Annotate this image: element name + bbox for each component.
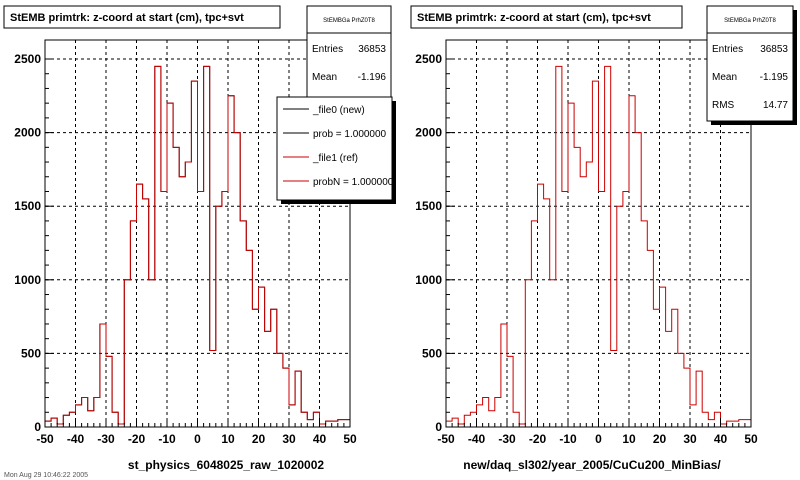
left-x-tick-label: -30	[97, 432, 115, 446]
right-x-tick-label: 30	[683, 432, 697, 446]
footer-timestamp: Mon Aug 29 10:46:22 2005	[4, 472, 88, 479]
right-stats-name: StEMBGa PrhZ0T8	[724, 18, 776, 24]
right-series-0-step-line	[445, 65, 752, 427]
right-stats-box: StEMBGa PrhZ0T8 Entries 36853 Mean -1.19…	[706, 5, 797, 125]
right-x-tick-label: 50	[744, 432, 758, 446]
left-stats-name: StEMBGa PrhZ0T8	[323, 18, 375, 24]
left-y-tick-label: 1000	[14, 273, 41, 287]
left-y-tick-label: 2500	[14, 52, 41, 66]
right-stats-mean-value: -1.195	[760, 72, 789, 83]
left-stats-mean-value: -1.196	[358, 72, 387, 83]
right-y-tick-label: 500	[422, 346, 442, 360]
right-x-tick-label: 20	[653, 432, 667, 446]
left-axes: -50 -40 -30 -20 -10 0 10 20 30 40 5005001000150020…	[14, 52, 357, 446]
left-title: StEMB primtrk: z-coord at start (cm), tp…	[10, 12, 244, 24]
left-x-axis-title: st_physics_6048025_raw_1020002	[128, 458, 324, 472]
left-y-tick-label: 2000	[14, 126, 41, 140]
right-x-tick-label: 40	[714, 432, 728, 446]
left-x-tick-label: 40	[313, 432, 327, 446]
left-x-tick-label: 10	[221, 432, 235, 446]
right-x-tick-label: -20	[529, 432, 547, 446]
right-stats-entries-label: Entries	[712, 44, 743, 55]
right-x-tick-label: -30	[498, 432, 516, 446]
right-x-tick-label: 0	[595, 432, 602, 446]
left-panel: StEMB primtrk: z-coord at start (cm), tp…	[3, 5, 396, 472]
right-histogram	[445, 65, 752, 427]
left-stats-mean-label: Mean	[312, 72, 337, 83]
right-stats-entries-value: 36853	[760, 44, 788, 55]
left-x-tick-label: -50	[36, 432, 54, 446]
legend-label-file0: _file0 (new)	[312, 105, 365, 116]
left-x-tick-label: -20	[128, 432, 146, 446]
right-axes: -50 -40 -30 -20 -10 0 10 20 30 40 5005001000150020…	[415, 52, 758, 446]
left-x-tick-label: 0	[194, 432, 201, 446]
left-histogram	[44, 65, 351, 427]
right-panel: StEMB primtrk: z-coord at start (cm), tp…	[410, 5, 797, 472]
right-y-tick-label: 2000	[415, 126, 442, 140]
left-stats-entries-label: Entries	[312, 44, 343, 55]
legend-label-prob: prob = 1.000000	[313, 129, 387, 140]
left-x-tick-label: -40	[67, 432, 85, 446]
right-y-tick-label: 1500	[415, 199, 442, 213]
right-x-tick-label: -10	[559, 432, 577, 446]
legend-label-probn: probN = 1.000000	[313, 177, 394, 188]
right-y-tick-label: 1000	[415, 273, 442, 287]
left-x-tick-label: 20	[252, 432, 266, 446]
left-x-tick-label: 30	[282, 432, 296, 446]
right-x-tick-label: 10	[622, 432, 636, 446]
right-x-axis-title: new/daq_sl302/year_2005/CuCu200_MinBias/	[463, 458, 721, 472]
right-y-tick-label: 0	[435, 420, 442, 434]
right-title-box	[410, 5, 683, 29]
left-y-tick-label: 500	[21, 346, 41, 360]
left-stats-entries-value: 36853	[358, 44, 386, 55]
left-series-1-step-line	[44, 65, 351, 427]
right-x-tick-label: -50	[437, 432, 455, 446]
legend-label-file1: _file1 (ref)	[312, 153, 358, 164]
right-stats-mean-label: Mean	[712, 72, 737, 83]
left-title-box	[3, 5, 281, 29]
left-legend: _file0 (new) prob = 1.000000 _file1 (ref…	[276, 96, 396, 204]
right-title: StEMB primtrk: z-coord at start (cm), tp…	[417, 12, 651, 24]
right-stats-rms-value: 14.77	[763, 100, 788, 111]
left-y-tick-label: 0	[34, 420, 41, 434]
left-y-tick-label: 1500	[14, 199, 41, 213]
right-grid	[446, 40, 751, 427]
left-x-tick-label: -10	[158, 432, 176, 446]
left-x-tick-label: 50	[343, 432, 357, 446]
right-y-tick-label: 2500	[415, 52, 442, 66]
right-stats-rms-label: RMS	[712, 100, 735, 111]
right-x-tick-label: -40	[468, 432, 486, 446]
